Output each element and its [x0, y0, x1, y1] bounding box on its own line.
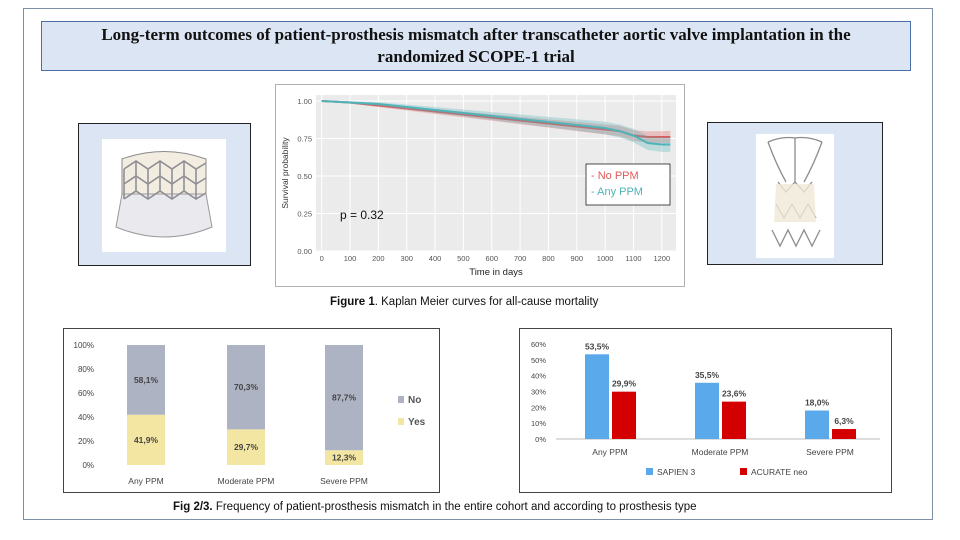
group-bar-acurate-neo — [722, 401, 746, 439]
km-y-axis-title: Survival probability — [280, 137, 290, 209]
group-data-label: 53,5% — [585, 341, 610, 351]
km-x-tick-label: 600 — [485, 254, 498, 263]
figure1-caption: Figure 1. Kaplan Meier curves for all-ca… — [330, 296, 598, 308]
group-y-tick-label: 0% — [535, 435, 546, 444]
group-legend-label: ACURATE neo — [751, 467, 808, 477]
stack-legend-label: No — [408, 395, 421, 406]
group-data-label: 35,5% — [695, 370, 720, 380]
km-y-tick-label: 0.25 — [297, 210, 312, 219]
title-banner: Long-term outcomes of patient-prosthesis… — [41, 21, 911, 71]
group-bar-acurate-neo — [612, 391, 636, 439]
group-y-tick-label: 50% — [531, 356, 546, 365]
figure1-caption-label: Figure 1 — [330, 296, 375, 308]
stack-bar-no — [325, 345, 363, 451]
group-data-label: 23,6% — [722, 389, 747, 399]
group-legend-swatch — [740, 468, 747, 475]
stack-bar-no — [227, 345, 265, 430]
stack-y-tick-label: 20% — [78, 437, 94, 446]
poster-frame — [23, 8, 933, 520]
stack-data-label: 70,3% — [234, 382, 259, 392]
stack-legend-swatch — [398, 418, 404, 425]
km-confidence-band — [321, 101, 671, 152]
figure1-caption-text: . Kaplan Meier curves for all-cause mort… — [374, 296, 599, 308]
group-bar-sapien-3 — [695, 382, 719, 439]
stack-bar-yes — [127, 414, 165, 465]
stack-data-label: 29,7% — [234, 442, 259, 452]
km-survival-curve — [321, 100, 671, 146]
km-survival-curve — [321, 100, 671, 138]
km-x-tick-label: 700 — [514, 254, 527, 263]
figure23-caption: Fig 2/3. Frequency of patient-prosthesis… — [173, 501, 697, 513]
km-x-tick-label: 200 — [372, 254, 385, 263]
km-y-tick-label: 0.75 — [297, 135, 312, 144]
stacked-bar-panel: 0% 20% 40% 60% 80% 100% 41,9% 58,1% Any PPM 29,7%… — [63, 328, 440, 493]
acurate-neo-valve-image — [756, 134, 834, 258]
km-x-axis-title: Time in days — [469, 267, 523, 278]
figure23-caption-text: Frequency of patient-prosthesis mismatch… — [212, 501, 697, 513]
stack-legend-swatch — [398, 396, 404, 403]
stack-y-tick-label: 60% — [78, 389, 94, 398]
stacked-bar-chart: 0% 20% 40% 60% 80% 100% 41,9% 58,1% Any PPM 29,7%… — [74, 341, 426, 486]
group-legend-label: SAPIEN 3 — [657, 467, 696, 477]
group-legend-swatch — [646, 468, 653, 475]
group-data-label: 29,9% — [612, 379, 637, 389]
km-p-value: p = 0.32 — [340, 208, 384, 222]
km-x-tick-label: 500 — [457, 254, 470, 263]
stack-data-label: 58,1% — [134, 375, 159, 385]
group-category-label: Moderate PPM — [692, 447, 749, 457]
right-image-frame — [707, 122, 883, 265]
km-x-tick-label: 1100 — [625, 254, 641, 263]
stack-legend-label: Yes — [408, 417, 426, 428]
km-confidence-band — [321, 101, 671, 143]
stack-y-tick-label: 100% — [74, 341, 94, 350]
km-x-tick-label: 1200 — [653, 254, 670, 263]
km-y-tick-label: 0.50 — [297, 172, 312, 181]
km-y-tick-label: 1.00 — [297, 97, 312, 106]
group-bar-sapien-3 — [805, 410, 829, 439]
stack-y-tick-label: 80% — [78, 365, 94, 374]
km-x-tick-label: 300 — [400, 254, 413, 263]
group-data-label: 6,3% — [834, 416, 854, 426]
km-legend-entry: - Any PPM — [591, 186, 643, 198]
stack-y-tick-label: 40% — [78, 413, 94, 422]
group-y-tick-label: 60% — [531, 340, 546, 349]
group-y-tick-label: 20% — [531, 403, 546, 412]
grouped-bar-panel: 0% 10% 20% 30% 40% 50% 60% 53,5% 29,9% Any PPM 35,… — [519, 328, 892, 493]
stack-bar-yes — [227, 429, 265, 465]
stack-data-label: 87,7% — [332, 393, 357, 403]
km-chart-panel: 0.00 0.25 0.50 0.75 1.00 0 100 200 300 400 500 600 7… — [275, 84, 685, 287]
group-y-tick-label: 10% — [531, 419, 546, 428]
group-data-label: 18,0% — [805, 398, 830, 408]
grouped-bar-chart: 0% 10% 20% 30% 40% 50% 60% 53,5% 29,9% Any PPM 35,… — [531, 340, 880, 477]
figure23-caption-label: Fig 2/3. — [173, 501, 213, 513]
stack-bar-no — [127, 345, 165, 415]
km-x-tick-label: 800 — [542, 254, 555, 263]
stack-category-label: Moderate PPM — [218, 476, 275, 486]
stack-category-label: Severe PPM — [320, 476, 368, 486]
km-x-tick-label: 100 — [344, 254, 357, 263]
stack-bar-yes — [325, 450, 363, 465]
km-x-tick-label: 900 — [571, 254, 584, 263]
stack-data-label: 12,3% — [332, 453, 357, 463]
stack-data-label: 41,9% — [134, 435, 159, 445]
group-category-label: Any PPM — [592, 447, 627, 457]
group-category-label: Severe PPM — [806, 447, 854, 457]
sapien-valve-image — [102, 139, 226, 252]
km-x-tick-label: 1000 — [597, 254, 614, 263]
group-bar-sapien-3 — [585, 354, 609, 439]
left-image-frame — [78, 123, 251, 266]
group-y-tick-label: 40% — [531, 372, 546, 381]
stack-category-label: Any PPM — [128, 476, 163, 486]
km-legend-box — [585, 163, 671, 206]
stack-y-tick-label: 0% — [82, 461, 94, 470]
km-x-tick-label: 400 — [429, 254, 442, 263]
km-legend-entry: - No PPM — [591, 170, 639, 182]
group-y-tick-label: 30% — [531, 388, 546, 397]
km-chart: 0.00 0.25 0.50 0.75 1.00 0 100 200 300 400 500 600 7… — [280, 95, 676, 278]
group-bar-acurate-neo — [832, 429, 856, 439]
km-y-tick-label: 0.00 — [297, 247, 312, 256]
poster-title: Long-term outcomes of patient-prosthesis… — [101, 25, 851, 66]
km-x-tick-label: 0 — [320, 254, 324, 263]
